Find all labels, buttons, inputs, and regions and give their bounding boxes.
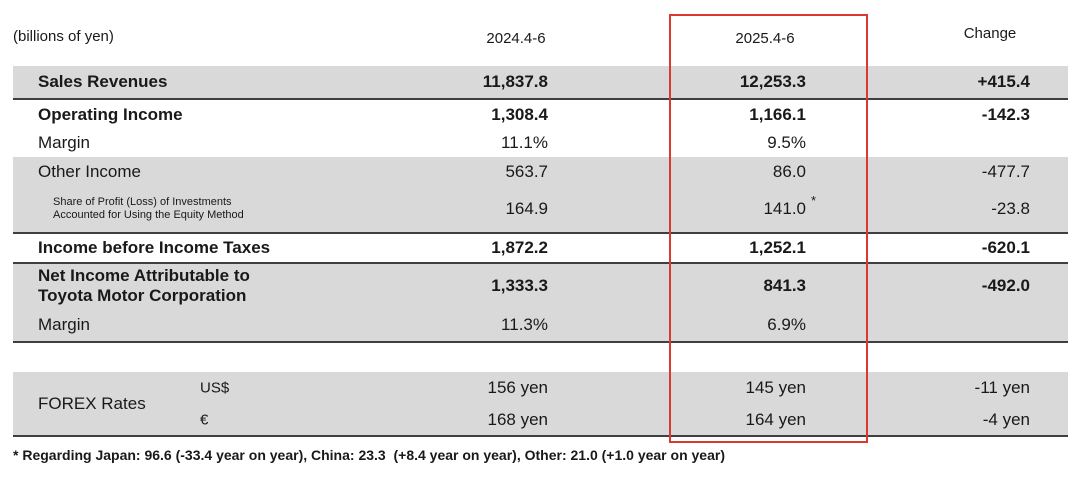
value-change: -142.3 — [981, 104, 1030, 124]
separator-line — [13, 341, 1068, 343]
value-change: -23.8 — [991, 199, 1030, 218]
forex-label: FOREX Rates — [38, 393, 146, 413]
forex-rates-section: FOREX Rates US$ 156 yen 145 yen -11 yen … — [13, 372, 1068, 435]
footnote-text: * Regarding Japan: 96.6 (-33.4 year on y… — [13, 447, 725, 463]
row-label: Share of Profit (Loss) of Investments Ac… — [53, 196, 244, 221]
row-label: Margin — [38, 314, 90, 334]
value-change: -477.7 — [981, 161, 1030, 181]
value-change: +415.4 — [977, 72, 1030, 91]
separator-line — [13, 435, 1068, 437]
row-equity-method: Share of Profit (Loss) of Investments Ac… — [13, 186, 1068, 232]
row-label: Operating Income — [38, 104, 183, 124]
separator-line — [13, 232, 1068, 234]
value-2024: 156 yen — [487, 378, 549, 397]
unit-label: (billions of yen) — [13, 28, 114, 45]
value-2024: 11,837.8 — [482, 72, 548, 91]
row-income-before-taxes: Income before Income Taxes 1,872.2 1,252… — [13, 234, 1068, 262]
currency-eur-label: € — [200, 411, 209, 428]
value-2024: 11.1% — [501, 133, 548, 152]
value-2025: 9.5% — [767, 133, 806, 152]
value-2025: 1,166.1 — [749, 104, 806, 124]
footnote-asterisk: * — [811, 193, 817, 208]
forex-row-eur: € 168 yen 164 yen -4 yen — [13, 404, 1068, 435]
separator-line — [13, 262, 1068, 264]
value-2025: 6.9% — [767, 314, 806, 334]
row-operating-income: Operating Income 1,308.4 1,166.1 -142.3 — [13, 100, 1068, 129]
value-2025: 164 yen — [745, 409, 807, 429]
value-2024: 11.3% — [501, 314, 548, 334]
value-2025: 86.0 — [772, 161, 806, 181]
row-label: Income before Income Taxes — [38, 237, 271, 257]
value-2024: 1,872.2 — [491, 238, 548, 257]
column-header-change: Change — [963, 25, 1017, 42]
value-2025: 12,253.3 — [739, 72, 806, 91]
value-2025: 145 yen — [745, 378, 807, 397]
value-2024: 563.7 — [505, 161, 548, 181]
row-net-income: Net Income Attributable to Toyota Motor … — [13, 264, 1068, 308]
row-sales-revenues: Sales Revenues 11,837.8 12,253.3 +415.4 — [13, 66, 1068, 98]
column-header-2024: 2024.4-6 — [486, 30, 546, 47]
forex-row-usd: US$ 156 yen 145 yen -11 yen — [13, 372, 1068, 404]
row-label: Margin — [38, 132, 90, 152]
value-2024: 1,308.4 — [491, 104, 548, 124]
currency-usd-label: US$ — [200, 379, 230, 397]
value-2024: 164.9 — [505, 199, 548, 218]
row-label: Sales Revenues — [38, 71, 168, 91]
row-label: Net Income Attributable to Toyota Motor … — [38, 265, 250, 305]
value-change: -620.1 — [981, 238, 1030, 257]
value-change: -492.0 — [981, 276, 1030, 295]
column-header-2025: 2025.4-6 — [735, 30, 795, 47]
row-other-income: Other Income 563.7 86.0 -477.7 — [13, 157, 1068, 186]
value-2025: 841.3 — [763, 276, 806, 295]
row-label: Other Income — [38, 161, 141, 181]
separator-line — [13, 98, 1068, 100]
row-net-margin: Margin 11.3% 6.9% — [13, 308, 1068, 341]
row-operating-margin: Margin 11.1% 9.5% — [13, 129, 1068, 157]
value-change: -11 yen — [974, 378, 1030, 397]
value-2024: 1,333.3 — [491, 276, 548, 295]
value-change: -4 yen — [982, 409, 1030, 429]
value-2025: 141.0 * — [763, 193, 816, 219]
value-text: 141.0 — [763, 199, 806, 218]
value-2025: 1,252.1 — [749, 238, 806, 257]
value-2024: 168 yen — [487, 409, 549, 429]
